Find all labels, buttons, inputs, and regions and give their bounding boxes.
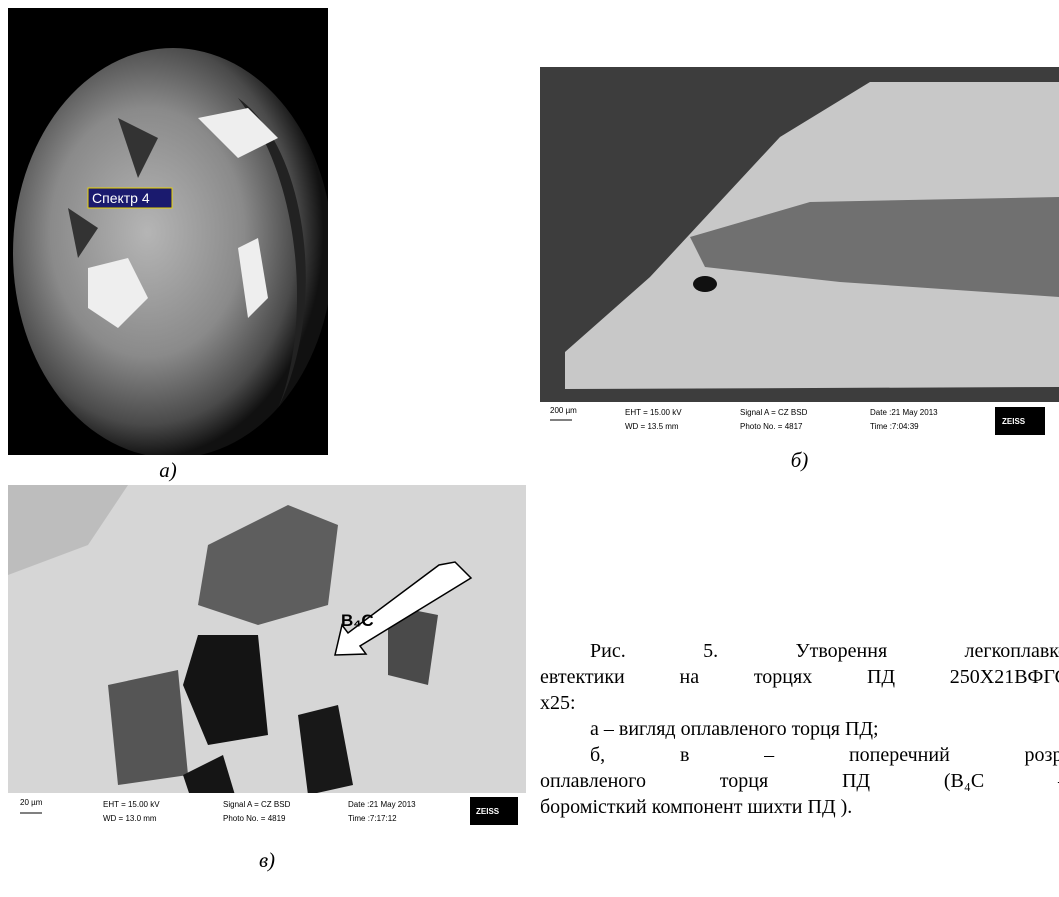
info-text: Date :21 May 2013 (870, 408, 938, 417)
info-text: EHT = 15.00 kV (625, 408, 682, 417)
info-text: Signal A = CZ BSD (223, 800, 291, 809)
photo-c: B₄C 20 µm EHT = 15.00 kV WD = 13.0 mm Si… (8, 485, 526, 830)
caption-line: Рис. 5. Утворення легкоплавко (540, 640, 1059, 663)
info-text: Time :7:17:12 (348, 814, 397, 823)
caption-line: х25: (540, 692, 1059, 715)
info-text: WD = 13.0 mm (103, 814, 157, 823)
scale-text: 200 µm (550, 406, 577, 415)
spectrum-label: Спектр 4 (92, 190, 150, 206)
caption-line: боромісткий компонент шихти ПД ). (540, 796, 1059, 819)
info-text: Photo No. = 4817 (740, 422, 803, 431)
info-text: WD = 13.5 mm (625, 422, 679, 431)
photo-b: 200 µm EHT = 15.00 kV WD = 13.5 mm Signa… (540, 67, 1059, 440)
arrow-label: B₄C (341, 611, 374, 630)
panel-label: а) (8, 458, 328, 483)
info-text: Signal A = CZ BSD (740, 408, 808, 417)
page: Спектр 4 а) 200 µm EHT = 15.00 kV WD = 1… (0, 0, 1059, 897)
photo-a: Спектр 4 (8, 8, 328, 455)
caption-line: б, в – поперечний розрі (540, 744, 1059, 767)
brand: ZEISS (476, 807, 500, 816)
brand: ZEISS (1002, 417, 1026, 426)
info-text: EHT = 15.00 kV (103, 800, 160, 809)
panel-label: б) (540, 448, 1059, 473)
panel-label: в) (8, 848, 526, 873)
info-text: Photo No. = 4819 (223, 814, 286, 823)
info-text: Date :21 May 2013 (348, 800, 416, 809)
caption-line: а – вигляд оплавленого торця ПД; (540, 718, 1059, 741)
scale-text: 20 µm (20, 798, 43, 807)
caption-line: оплавленого торця ПД (B₄C – (540, 770, 1059, 793)
info-text: Time :7:04:39 (870, 422, 919, 431)
caption-line: евтектики на торцях ПД 250Х21ВФГС (540, 666, 1059, 689)
